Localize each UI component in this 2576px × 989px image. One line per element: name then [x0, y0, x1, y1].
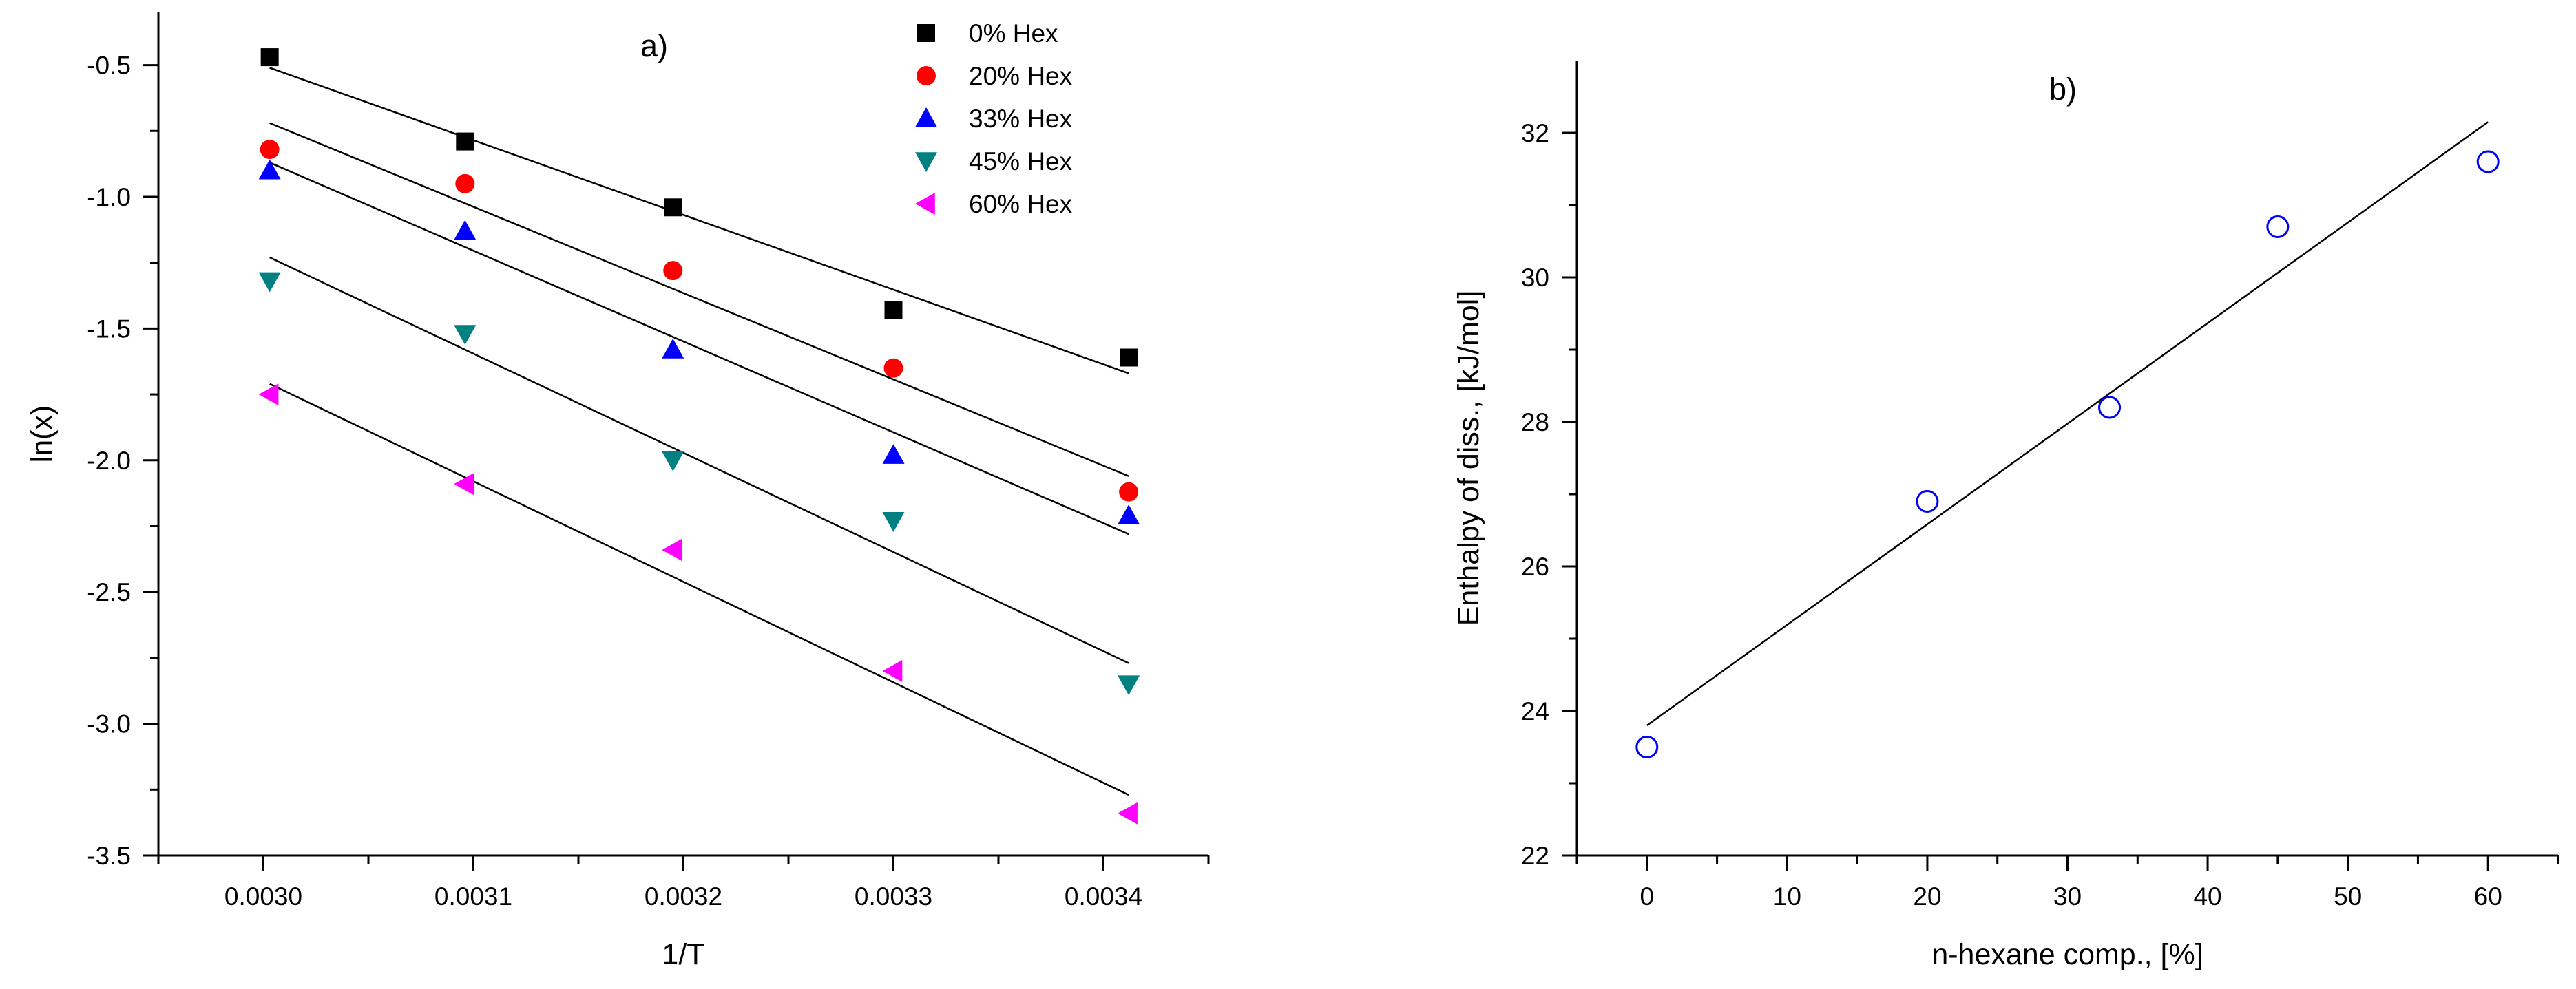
x-axis-title: 1/T [662, 938, 704, 971]
x-tick-label: 0.0032 [645, 882, 722, 911]
series-20-hex [260, 122, 1139, 502]
x-tick-label: 10 [1773, 882, 1801, 911]
legend-label: 60% Hex [969, 190, 1073, 218]
y-tick-label: 28 [1521, 408, 1549, 436]
data-point [662, 339, 684, 359]
y-tick-label: 32 [1521, 119, 1549, 147]
data-point [454, 220, 477, 240]
data-point [1916, 490, 1939, 513]
data-point [662, 451, 684, 471]
data-point [1119, 482, 1139, 502]
y-tick-label: -3.0 [87, 710, 131, 738]
data-point [454, 473, 474, 496]
data-point [260, 48, 279, 67]
fit-line [1646, 121, 2489, 727]
x-tick-label: 0.0034 [1065, 882, 1142, 911]
data-point [664, 198, 682, 217]
x-tick-label: 30 [2053, 882, 2082, 911]
y-axis-title: Enthalpy of diss., [kJ/mol] [1452, 290, 1485, 626]
legend-marker [915, 152, 937, 172]
x-tick-label: 0.0033 [855, 882, 932, 911]
series-60-hex [258, 383, 1138, 825]
data-point [882, 444, 905, 464]
data-point [2098, 396, 2122, 419]
x-tick-label: 60 [2474, 882, 2502, 911]
data-point [663, 261, 683, 281]
chart-panel-b: 0 10 20 30 40 50 60 22 24 26 28 30 32 n-hexane comp.,… [1452, 61, 2559, 971]
x-tick-label: 0.0030 [224, 882, 302, 911]
fit-line [269, 162, 1129, 535]
data-point [882, 512, 905, 532]
y-tick-label: -2.5 [87, 578, 131, 606]
y-tick-label: 30 [1521, 264, 1549, 292]
data-point [1118, 802, 1138, 825]
data-point [260, 140, 280, 160]
x-axis-title: n-hexane comp., [%] [1931, 938, 2203, 971]
data-point [882, 660, 903, 683]
data-point [1635, 736, 1659, 758]
fit-line [269, 256, 1129, 664]
series-33-hex [258, 159, 1140, 535]
data-point [2266, 215, 2290, 238]
y-tick-label: -0.5 [87, 52, 131, 80]
data-point [662, 538, 682, 561]
legend-label: 20% Hex [969, 62, 1073, 90]
data-point [1118, 675, 1140, 696]
x-tick-label: 0 [1640, 882, 1654, 911]
data-point [456, 132, 474, 151]
panel-label: b) [2049, 72, 2077, 107]
y-tick-label: -3.5 [87, 842, 131, 870]
legend-label: 45% Hex [969, 147, 1073, 176]
data-point [1120, 348, 1138, 367]
data-point [1118, 504, 1140, 524]
legend-marker [915, 107, 937, 127]
data-point [258, 383, 279, 406]
data-point [455, 173, 475, 193]
series-0-hex [260, 48, 1138, 374]
legend: 0% Hex 20% Hex 33% Hex 45% Hex 60% Hex [915, 19, 1073, 218]
legend-label: 33% Hex [969, 105, 1073, 133]
series-enthalpy [1635, 121, 2500, 758]
y-tick-label: 22 [1521, 842, 1549, 870]
y-tick-label: 24 [1521, 697, 1549, 725]
y-tick-label: -1.5 [87, 315, 131, 343]
fit-line [269, 122, 1129, 477]
legend-marker [917, 66, 936, 85]
data-point [2476, 150, 2500, 173]
data-point [258, 272, 281, 293]
y-axis-title: ln(x) [25, 405, 59, 463]
legend-marker [917, 24, 935, 42]
panel-label: a) [640, 28, 668, 63]
data-point [258, 159, 281, 180]
data-point [884, 301, 903, 319]
y-tick-label: 26 [1521, 553, 1549, 581]
series-45-hex [258, 256, 1140, 696]
chart-panel-a: 0.0030 0.0031 0.0032 0.0033 0.0034 -0.5 -1.0 -1… [25, 12, 1210, 971]
x-tick-label: 40 [2193, 882, 2221, 911]
data-point [454, 325, 477, 345]
y-tick-label: -1.0 [87, 183, 131, 211]
y-tick-label: -2.0 [87, 447, 131, 475]
x-tick-label: 20 [1913, 882, 1941, 911]
legend-marker [915, 193, 935, 215]
x-tick-label: 50 [2334, 882, 2362, 911]
fit-line [269, 67, 1129, 374]
data-point [883, 358, 903, 378]
x-tick-label: 0.0031 [434, 882, 512, 911]
legend-label: 0% Hex [969, 19, 1058, 47]
fit-line [269, 383, 1129, 796]
